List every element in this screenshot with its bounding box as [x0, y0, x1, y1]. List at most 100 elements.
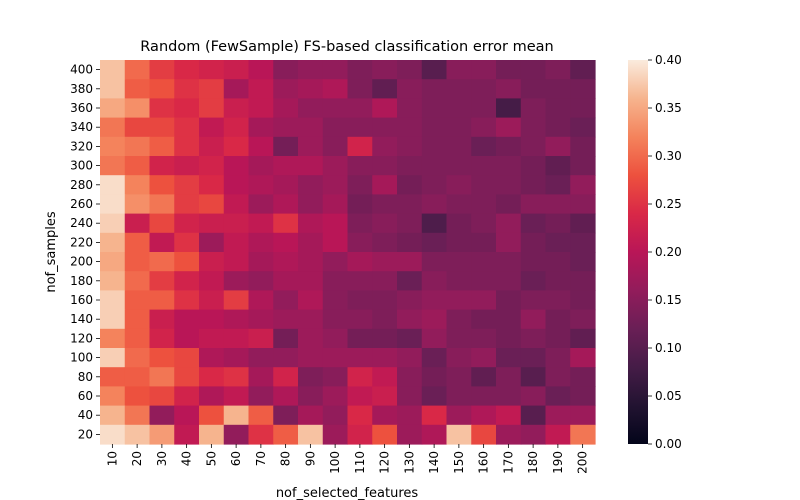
heatmap-cell [520, 367, 547, 387]
heatmap-cell [124, 60, 151, 80]
heatmap-cell [100, 175, 126, 195]
heatmap-cell [570, 386, 596, 407]
heatmap-cell [223, 271, 250, 291]
heatmap-cell [100, 79, 126, 99]
heatmap-cell [298, 232, 324, 253]
heatmap-cell [372, 232, 398, 253]
heatmap-cell [124, 136, 151, 157]
heatmap-cell [471, 271, 497, 291]
heatmap-cell [199, 232, 225, 253]
y-tick-label: 240 [70, 216, 93, 230]
heatmap-cell [496, 348, 522, 368]
heatmap-cell [347, 213, 373, 234]
heatmap-cell [199, 79, 225, 99]
heatmap-cell [372, 194, 398, 215]
heatmap-cell [199, 194, 225, 215]
heatmap-cell [372, 309, 398, 330]
heatmap-cell [199, 136, 225, 157]
heatmap-cell [372, 290, 398, 311]
heatmap-cell [372, 213, 398, 234]
heatmap-cell [446, 194, 472, 215]
heatmap-cell [248, 328, 274, 349]
heatmap-cell [570, 175, 596, 195]
heatmap-cell [322, 271, 349, 291]
y-tick-label: 320 [70, 139, 93, 153]
y-tick-label: 80 [78, 370, 93, 384]
heatmap-cell [421, 386, 448, 407]
heatmap-cell [520, 290, 547, 311]
heatmap-cell [223, 328, 250, 349]
heatmap-cell [347, 309, 373, 330]
heatmap-cell [570, 367, 596, 387]
heatmap-cell [446, 405, 472, 426]
heatmap-cell [149, 194, 175, 215]
y-tick-label: 380 [70, 82, 93, 96]
heatmap-cell [273, 386, 299, 407]
x-tick-label: 200 [576, 451, 590, 474]
heatmap-cell [174, 424, 200, 445]
heatmap-cell [124, 348, 151, 368]
heatmap-cell [298, 309, 324, 330]
x-tick-label: 140 [427, 451, 441, 474]
heatmap-cell [545, 60, 571, 80]
heatmap-cell [570, 328, 596, 349]
heatmap-cell [149, 156, 175, 176]
heatmap-cell [248, 424, 274, 445]
heatmap-cell [446, 367, 472, 387]
heatmap-cell [471, 136, 497, 157]
heatmap-cell [100, 348, 126, 368]
heatmap-cell [421, 252, 448, 272]
heatmap-cell [298, 405, 324, 426]
heatmap-cell [520, 271, 547, 291]
heatmap-cell [471, 290, 497, 311]
heatmap-cell [248, 309, 274, 330]
y-tick-label: 180 [70, 274, 93, 288]
heatmap-cell [248, 252, 274, 272]
heatmap-cell [124, 156, 151, 176]
heatmap-cell [520, 232, 547, 253]
heatmap-cell [223, 290, 250, 311]
heatmap-cell [273, 328, 299, 349]
heatmap-cell [149, 367, 175, 387]
heatmap-cell [496, 156, 522, 176]
heatmap-cell [174, 405, 200, 426]
heatmap-cell [347, 405, 373, 426]
heatmap-cell [223, 117, 250, 138]
heatmap-cell [471, 194, 497, 215]
heatmap-cell [149, 348, 175, 368]
y-tick-label: 160 [70, 293, 93, 307]
heatmap-cell [273, 175, 299, 195]
heatmap-cell [471, 405, 497, 426]
heatmap-cell [174, 271, 200, 291]
heatmap-cell [273, 348, 299, 368]
heatmap-cell [347, 175, 373, 195]
heatmap-cell [545, 213, 571, 234]
heatmap-cell [421, 405, 448, 426]
heatmap-cell [446, 309, 472, 330]
heatmap-cell [199, 424, 225, 445]
heatmap-cell [174, 348, 200, 368]
heatmap-cell [199, 213, 225, 234]
heatmap-cell [397, 136, 423, 157]
heatmap-cell [545, 405, 571, 426]
x-tick-label: 90 [303, 451, 317, 466]
y-axis-label: nof_samples [44, 211, 59, 293]
y-tick-label: 120 [70, 331, 93, 345]
heatmap-cell [570, 117, 596, 138]
heatmap-cell [298, 386, 324, 407]
heatmap-cell [520, 424, 547, 445]
heatmap-cell [421, 175, 448, 195]
heatmap-cell [149, 290, 175, 311]
heatmap-cell [471, 424, 497, 445]
heatmap-cell [100, 194, 126, 215]
heatmap-cell [520, 309, 547, 330]
heatmap-cell [248, 232, 274, 253]
heatmap-cell [199, 60, 225, 80]
heatmap-cell [149, 79, 175, 99]
heatmap-cell [298, 98, 324, 119]
heatmap-cell [520, 98, 547, 119]
heatmap-cell [520, 405, 547, 426]
heatmap-cell [273, 117, 299, 138]
heatmap-cell [421, 367, 448, 387]
heatmap-cell [520, 348, 547, 368]
